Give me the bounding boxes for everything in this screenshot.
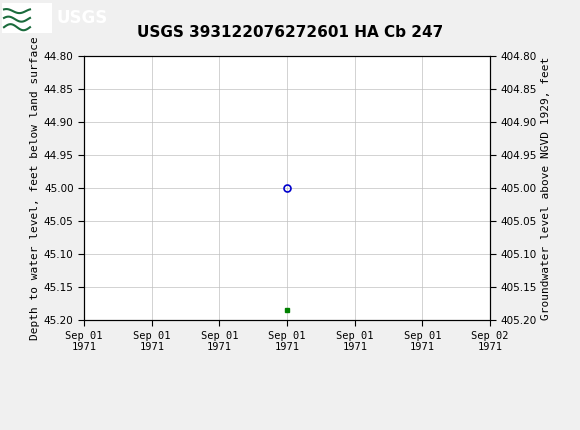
Y-axis label: Groundwater level above NGVD 1929, feet: Groundwater level above NGVD 1929, feet [541, 56, 551, 320]
Text: USGS: USGS [56, 9, 107, 27]
Y-axis label: Depth to water level, feet below land surface: Depth to water level, feet below land su… [30, 36, 39, 340]
FancyBboxPatch shape [2, 3, 52, 33]
Text: USGS 393122076272601 HA Cb 247: USGS 393122076272601 HA Cb 247 [137, 25, 443, 40]
